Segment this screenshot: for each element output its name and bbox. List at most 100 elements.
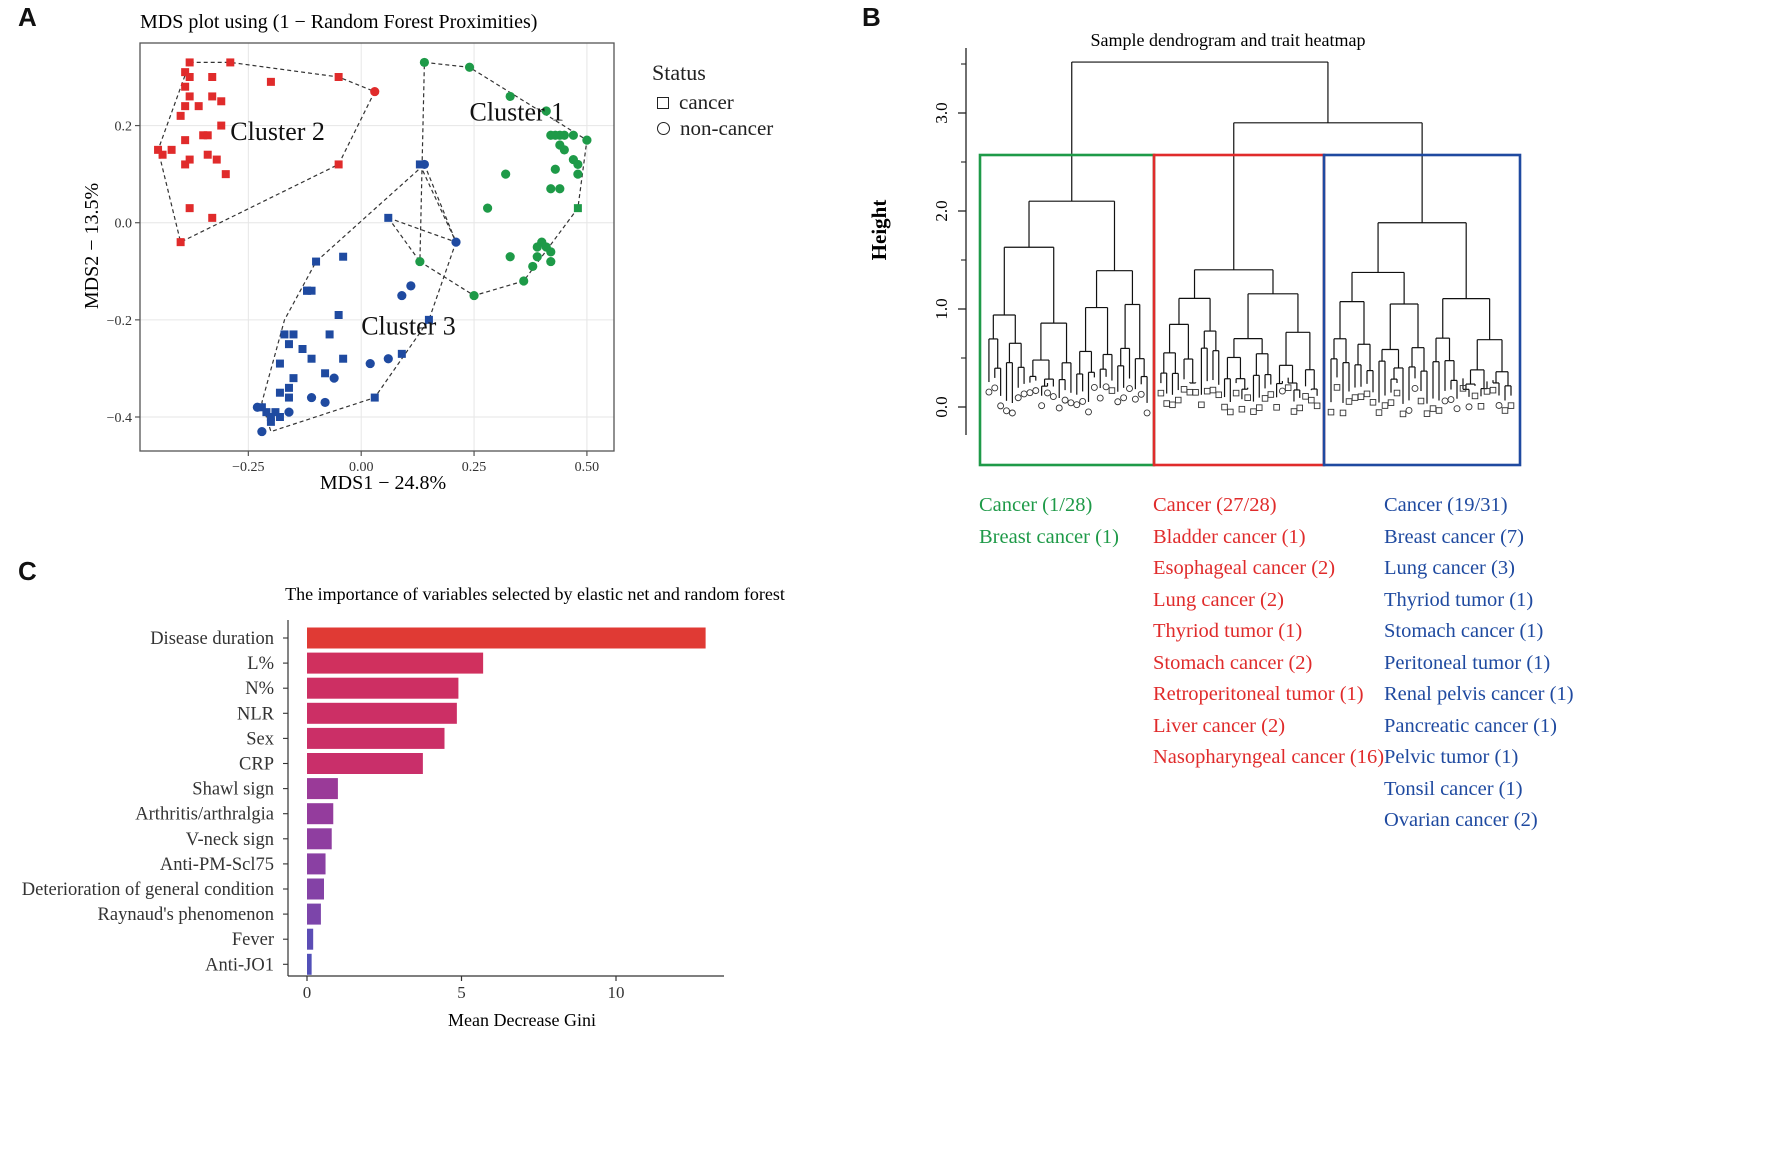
leaf-circle (1453, 405, 1461, 413)
leaf-square (1221, 403, 1228, 411)
leaf-square (1507, 402, 1515, 409)
data-point-square (271, 408, 280, 417)
leaf-circle (1020, 390, 1028, 398)
data-point-circle (501, 169, 511, 179)
y-tick-label: −0.2 (107, 314, 132, 329)
data-point-square (424, 315, 433, 324)
leaf-square (1267, 391, 1275, 398)
leaf-square (1244, 394, 1251, 401)
cluster-list-item: Retroperitoneal tumor (1) (1153, 683, 1364, 705)
leaf-circle (1441, 397, 1449, 405)
dendrogram-tree (988, 61, 1512, 404)
data-point-square (307, 286, 316, 295)
leaf-square (1471, 392, 1479, 400)
data-point-circle (559, 145, 569, 155)
dendrogram-plot: Sample dendrogram and trait heatmap Heig… (867, 30, 1522, 467)
importance-x-label: Mean Decrease Gini (448, 1010, 596, 1030)
cluster-list-item: Renal pelvis cancer (1) (1384, 683, 1574, 705)
data-point-square (158, 150, 167, 159)
data-point-square (185, 204, 194, 213)
leaf-square (1180, 386, 1188, 393)
leaf-square (1215, 391, 1223, 399)
cluster-list-item: Lung cancer (3) (1384, 557, 1515, 579)
cluster-list-item: Stomach cancer (2) (1153, 651, 1313, 674)
importance-bar (307, 903, 321, 925)
x-tick-label: −0.25 (232, 460, 264, 475)
y-tick-label: 1.0 (932, 298, 951, 319)
data-point-circle (555, 184, 565, 194)
dendrogram-title: Sample dendrogram and trait heatmap (1091, 30, 1366, 50)
cluster-list-item: Liver cancer (2) (1153, 714, 1286, 737)
data-point-circle (370, 86, 380, 97)
leaf-square (1284, 384, 1292, 391)
data-point-circle (550, 164, 560, 174)
data-point-square (266, 77, 275, 86)
importance-bar (307, 778, 338, 800)
data-point-circle (568, 130, 578, 140)
data-point-circle (397, 290, 407, 301)
mds-cluster-hulls (157, 61, 588, 433)
data-point-square (275, 359, 284, 368)
data-point-square (284, 393, 293, 402)
data-point-square (181, 68, 190, 77)
importance-bar (307, 928, 314, 950)
data-point-square (185, 58, 194, 67)
blue-cluster-box (1322, 153, 1522, 467)
category-label: Anti-PM-Scl75 (160, 855, 274, 875)
cluster-list-item: Lung cancer (2) (1153, 588, 1284, 611)
leaf-square (1290, 408, 1298, 415)
leaf-circle (997, 402, 1005, 410)
cluster-link (419, 164, 457, 243)
data-point-square (167, 145, 176, 154)
importance-bar (307, 702, 457, 724)
data-point-square (312, 257, 321, 266)
leaf-square (1339, 409, 1347, 417)
importance-bar (307, 652, 484, 674)
cluster-list-item: Nasopharyngeal cancer (16) (1153, 746, 1385, 768)
category-label: NLR (237, 704, 275, 724)
cluster-list-item: Thyriod tumor (1) (1384, 588, 1534, 611)
leaf-circle (1026, 389, 1034, 397)
data-point-square (181, 102, 190, 111)
data-point-circle (464, 62, 475, 72)
category-label: V-neck sign (186, 830, 274, 850)
data-point-square (154, 145, 163, 154)
panel-letter-a: A (18, 2, 37, 32)
leaf-square (1351, 394, 1359, 401)
leaf-circle (1073, 401, 1081, 409)
data-point-square (185, 155, 194, 164)
leaf-square (1381, 402, 1389, 409)
leaf-square (1169, 401, 1176, 409)
importance-bar (307, 803, 334, 825)
leaf-circle (1405, 406, 1413, 414)
leaf-square (1375, 409, 1383, 416)
cluster-list-item: Pancreatic cancer (1) (1384, 714, 1557, 737)
data-point-circle (532, 252, 542, 262)
leaf-square (1501, 407, 1509, 414)
leaf-square (1345, 398, 1353, 405)
cluster-link (388, 217, 457, 243)
data-point-square (339, 252, 348, 261)
leaf-circle (1131, 395, 1139, 403)
panel-letter-c: C (18, 556, 37, 586)
leaf-circle (1038, 402, 1046, 410)
leaf-square (1313, 402, 1321, 410)
data-point-circle (365, 358, 375, 369)
cluster-hull (419, 61, 588, 297)
importance-axes: 0 5 10 (287, 620, 724, 1002)
category-label: CRP (239, 755, 274, 775)
dendrogram-cluster-boxes (978, 153, 1522, 467)
data-point-square (212, 155, 221, 164)
data-point-circle (541, 106, 551, 116)
data-point-square (203, 131, 212, 140)
data-point-square (262, 408, 271, 417)
mds-plot-frame (139, 42, 615, 452)
leaf-circle (1044, 389, 1051, 397)
mds-points (154, 57, 592, 437)
cluster-list-item: Cancer (1/28) (979, 494, 1093, 516)
leaf-square (1157, 389, 1165, 397)
leaf-square (1333, 384, 1341, 391)
cluster-list-item: Ovarian cancer (2) (1384, 809, 1538, 831)
circle-marker-icon (657, 122, 670, 135)
leaf-square (1417, 397, 1425, 405)
